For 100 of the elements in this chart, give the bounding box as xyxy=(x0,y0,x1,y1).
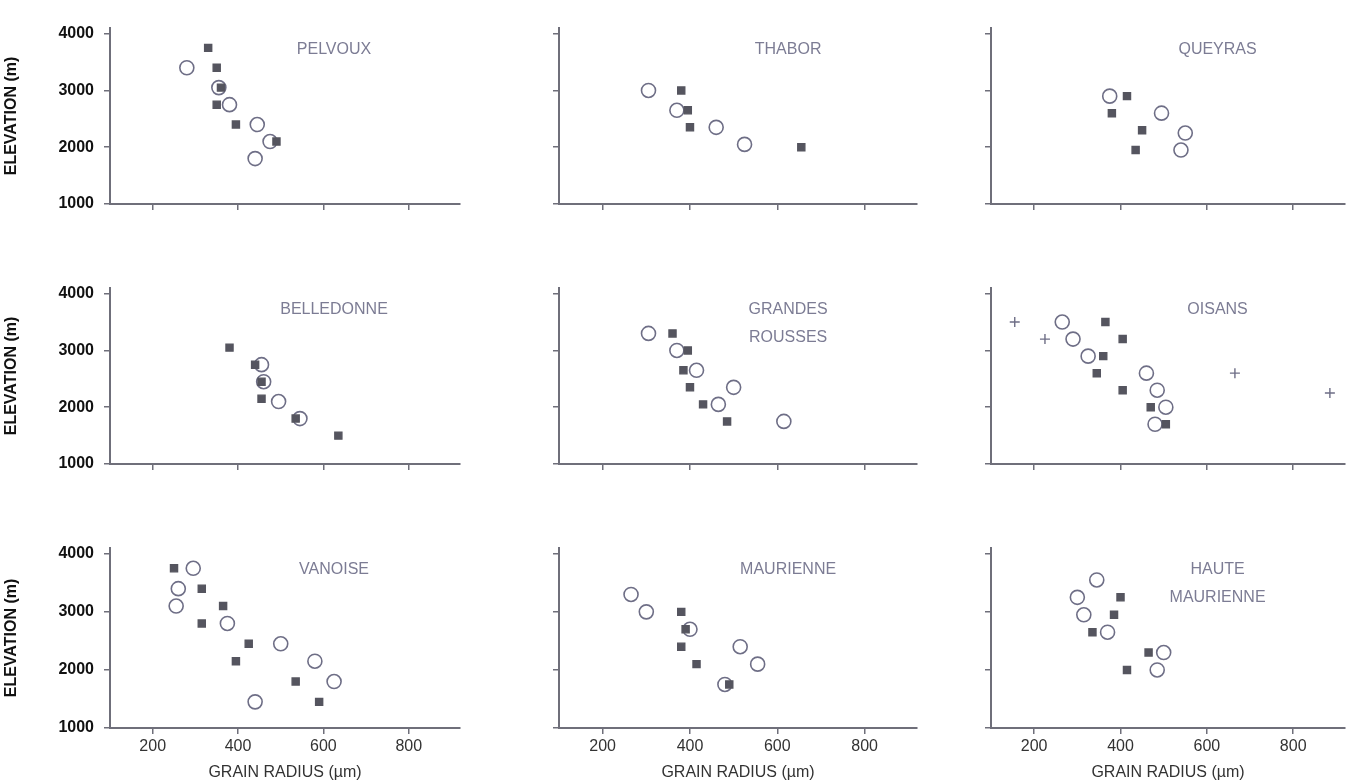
point xyxy=(725,379,742,396)
text: HAUTE MAURIENNE xyxy=(1169,560,1266,606)
point xyxy=(1122,665,1132,675)
point xyxy=(1137,125,1147,135)
point xyxy=(1109,610,1119,620)
point xyxy=(698,400,708,409)
point xyxy=(1155,644,1172,661)
point xyxy=(247,694,263,710)
text: MAURIENNE xyxy=(740,560,837,578)
point xyxy=(1144,648,1153,657)
y-axis-title: ELEVATION (m) xyxy=(2,56,20,176)
point xyxy=(170,580,187,597)
text: BELLEDONNE xyxy=(280,300,388,318)
point xyxy=(1147,416,1163,433)
point xyxy=(168,598,184,614)
point xyxy=(270,393,287,410)
point xyxy=(231,656,241,666)
y-tick-label: 2000 xyxy=(58,397,95,415)
point xyxy=(669,102,685,119)
point xyxy=(688,362,705,379)
x-tick-label: 200 xyxy=(1020,737,1048,755)
point xyxy=(677,86,686,95)
point xyxy=(257,394,266,403)
point xyxy=(244,639,253,649)
point xyxy=(253,356,270,373)
point xyxy=(1099,624,1116,640)
point xyxy=(685,383,695,392)
x-tick-label: 200 xyxy=(139,737,167,755)
point xyxy=(212,100,221,109)
point xyxy=(797,142,806,152)
point xyxy=(1080,348,1096,364)
point xyxy=(218,601,228,611)
point xyxy=(272,137,281,146)
point xyxy=(1122,91,1132,101)
point xyxy=(638,604,655,620)
point xyxy=(1088,572,1105,588)
point xyxy=(314,697,324,707)
point xyxy=(212,63,221,72)
y-tick-label: 1000 xyxy=(58,194,95,212)
point xyxy=(710,396,727,413)
point xyxy=(669,342,685,359)
point xyxy=(1149,662,1166,678)
point xyxy=(708,119,724,136)
point xyxy=(262,133,278,150)
point xyxy=(185,560,202,577)
y-tick-label: 3000 xyxy=(58,80,95,98)
point xyxy=(1131,145,1140,155)
point xyxy=(334,431,343,440)
point xyxy=(1324,387,1336,399)
text: PELVOUX xyxy=(296,40,372,58)
point xyxy=(722,417,732,426)
text: VANOISE xyxy=(299,560,369,578)
y-tick-label: 3000 xyxy=(58,340,95,358)
x-tick-label: 800 xyxy=(1279,737,1307,755)
x-tick-label: 400 xyxy=(1107,737,1134,755)
point xyxy=(1173,142,1189,158)
point xyxy=(1054,314,1071,330)
text: OISANS xyxy=(1187,300,1248,318)
point xyxy=(291,414,300,423)
y-axis-title: ELEVATION (m) xyxy=(2,316,20,436)
point xyxy=(717,676,733,693)
point xyxy=(1076,606,1092,623)
point xyxy=(292,410,308,427)
point xyxy=(732,638,748,655)
point xyxy=(640,325,657,342)
point xyxy=(1099,351,1108,361)
point xyxy=(307,653,323,670)
point xyxy=(692,659,701,669)
point xyxy=(249,116,266,133)
x-tick-label: 800 xyxy=(851,737,879,755)
point xyxy=(685,123,695,132)
x-tick-label: 600 xyxy=(310,737,337,755)
point xyxy=(725,680,734,689)
text: QUEYRAS xyxy=(1178,40,1257,58)
point xyxy=(1153,105,1170,121)
point xyxy=(250,360,260,369)
point xyxy=(219,615,236,632)
point xyxy=(211,79,227,96)
point xyxy=(640,82,657,99)
text: GRANDES ROUSSES xyxy=(748,300,828,346)
point xyxy=(1088,627,1097,637)
x-tick-label: 400 xyxy=(224,737,252,755)
x-tick-label: 200 xyxy=(589,737,617,755)
y-tick-label: 2000 xyxy=(58,660,95,678)
y-tick-label: 1000 xyxy=(58,454,95,472)
point xyxy=(776,413,792,430)
y-tick-label: 4000 xyxy=(58,544,95,562)
point xyxy=(231,120,241,129)
point xyxy=(1092,368,1101,378)
point xyxy=(272,636,289,652)
x-tick-label: 800 xyxy=(395,737,423,755)
y-tick-label: 4000 xyxy=(58,284,95,302)
point xyxy=(1149,382,1166,398)
point xyxy=(255,373,272,390)
point xyxy=(225,343,234,352)
point xyxy=(668,329,677,338)
point xyxy=(1065,331,1081,347)
x-axis-title: GRAIN RADIUS (µm) xyxy=(661,762,815,780)
point xyxy=(683,346,693,355)
point xyxy=(179,59,195,76)
